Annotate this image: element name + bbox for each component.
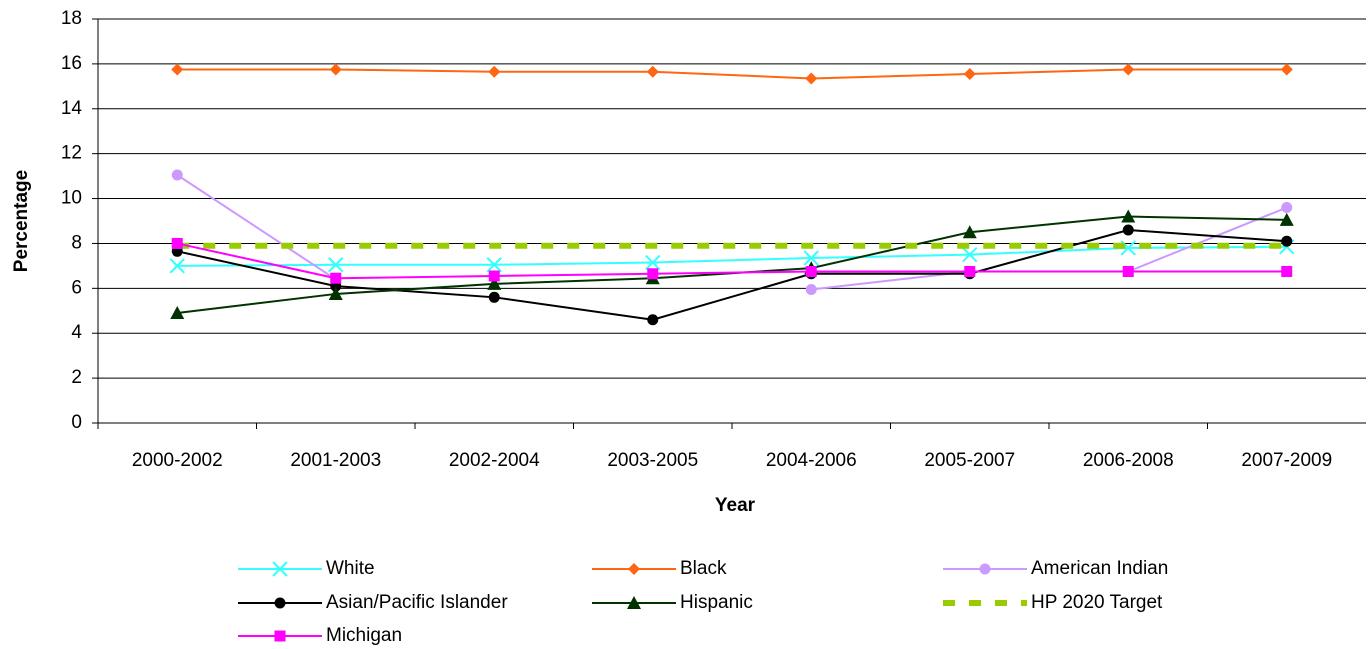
x-tick-label: 2006-2008 bbox=[1083, 450, 1174, 471]
legend-label: White bbox=[326, 558, 375, 579]
data-point bbox=[647, 268, 659, 280]
series-line bbox=[177, 242, 1287, 280]
data-point bbox=[1280, 63, 1293, 76]
data-point bbox=[170, 306, 185, 320]
series-line bbox=[177, 245, 1287, 267]
data-point bbox=[169, 258, 185, 274]
data-point bbox=[962, 246, 978, 263]
legend-label: Asian/Pacific Islander bbox=[326, 592, 508, 613]
x-axis-title: Year bbox=[715, 495, 756, 516]
data-point bbox=[328, 257, 344, 273]
data-point bbox=[1281, 235, 1293, 247]
data-point bbox=[645, 254, 661, 271]
data-point bbox=[329, 63, 342, 76]
data-point bbox=[646, 65, 659, 78]
data-point bbox=[964, 266, 976, 277]
series-line bbox=[177, 228, 1287, 321]
y-tick-label: 0 bbox=[71, 412, 82, 433]
x-tick-label: 2005-2007 bbox=[924, 450, 1015, 471]
y-axis-title: Percentage bbox=[11, 170, 32, 272]
legend-marker bbox=[274, 597, 286, 609]
data-point bbox=[805, 266, 817, 277]
y-tick-label: 10 bbox=[61, 188, 82, 209]
data-point bbox=[486, 257, 502, 273]
y-tick-label: 4 bbox=[71, 322, 82, 343]
data-point bbox=[171, 63, 184, 76]
x-tick-label: 2002-2004 bbox=[449, 450, 540, 471]
legend-label: Michigan bbox=[326, 625, 402, 646]
data-point bbox=[487, 276, 502, 290]
data-point bbox=[647, 314, 659, 326]
data-point bbox=[488, 270, 500, 282]
y-tick-label: 8 bbox=[71, 232, 82, 253]
x-tick-label: 2004-2006 bbox=[766, 450, 857, 471]
data-point bbox=[171, 169, 183, 181]
legend-marker bbox=[272, 561, 288, 577]
data-point bbox=[488, 65, 501, 78]
y-tick-label: 18 bbox=[61, 8, 82, 29]
data-point bbox=[1122, 63, 1135, 76]
data-point bbox=[1121, 209, 1136, 223]
y-tick-label: 2 bbox=[71, 367, 82, 388]
data-point bbox=[805, 283, 817, 295]
legend-marker bbox=[979, 563, 991, 575]
data-point bbox=[328, 286, 343, 300]
data-point bbox=[963, 67, 976, 80]
x-tick-label: 2000-2002 bbox=[132, 450, 223, 471]
data-point bbox=[1281, 266, 1293, 277]
legend-marker bbox=[274, 630, 286, 642]
x-tick-label: 2007-2009 bbox=[1241, 450, 1332, 471]
y-tick-label: 14 bbox=[61, 98, 83, 119]
series-line bbox=[177, 68, 1287, 80]
data-point bbox=[1279, 212, 1294, 226]
legend-label: Hispanic bbox=[680, 592, 753, 613]
legend-label: American Indian bbox=[1031, 558, 1168, 579]
data-point bbox=[330, 272, 342, 284]
data-point bbox=[1122, 224, 1134, 236]
data-point bbox=[1122, 266, 1134, 277]
y-tick-label: 12 bbox=[61, 143, 82, 164]
legend-marker bbox=[627, 596, 641, 609]
legend-marker bbox=[628, 563, 640, 575]
x-tick-label: 2001-2003 bbox=[290, 450, 381, 471]
data-point bbox=[1281, 202, 1293, 214]
x-tick-label: 2003-2005 bbox=[607, 450, 698, 471]
data-point bbox=[962, 225, 977, 239]
data-point bbox=[171, 237, 183, 249]
data-point bbox=[805, 72, 818, 85]
y-tick-label: 6 bbox=[71, 277, 82, 298]
data-point bbox=[803, 250, 819, 266]
legend-label: Black bbox=[680, 558, 727, 579]
data-point bbox=[488, 291, 500, 303]
y-tick-label: 16 bbox=[61, 53, 82, 74]
legend-label: HP 2020 Target bbox=[1031, 592, 1163, 613]
